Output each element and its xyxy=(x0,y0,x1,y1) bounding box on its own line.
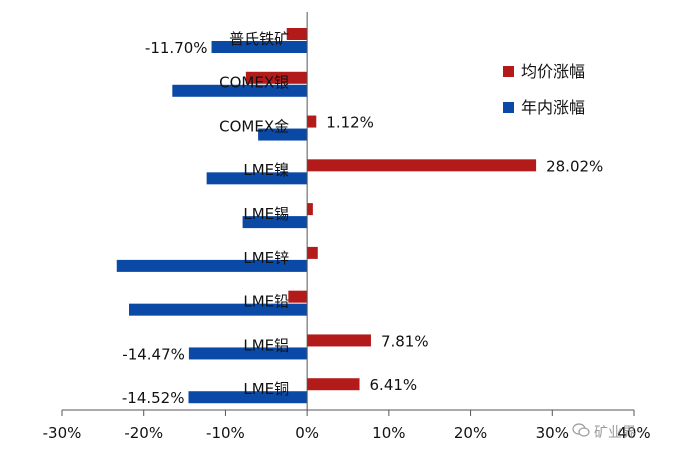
category-label-8: LME铜 xyxy=(243,380,289,398)
bar-ytd-1 xyxy=(172,84,308,97)
x-tick-label-6: 30% xyxy=(536,424,569,442)
bar-avg-6 xyxy=(288,290,308,303)
category-label-7: LME铝 xyxy=(243,336,289,354)
bar-ytd-6 xyxy=(129,303,308,316)
category-label-2: COMEX金 xyxy=(219,117,289,135)
data-label-4: -14.47% xyxy=(122,345,185,363)
bar-avg-7 xyxy=(307,334,371,347)
data-label-6: -14.52% xyxy=(122,389,185,407)
legend-swatch-1 xyxy=(503,102,514,113)
bar-avg-4 xyxy=(307,203,313,216)
data-label-0: -11.70% xyxy=(145,39,208,57)
x-tick-label-1: -20% xyxy=(124,424,163,442)
category-label-3: LME镍 xyxy=(243,161,289,179)
category-label-6: LME铅 xyxy=(243,293,289,311)
legend-label-0: 均价涨幅 xyxy=(521,62,585,81)
bar-avg-0 xyxy=(286,28,308,40)
legend-swatch-0 xyxy=(503,66,514,77)
x-tick-label-0: -30% xyxy=(43,424,82,442)
bar-ytd-8 xyxy=(188,391,308,404)
data-label-5: 6.41% xyxy=(370,376,418,394)
bar-ytd-7 xyxy=(188,347,308,360)
bar-ytd-4 xyxy=(242,216,308,229)
category-label-0: 普氏铁矿 xyxy=(229,30,289,48)
bar-avg-3 xyxy=(307,159,537,172)
x-tick-label-2: -10% xyxy=(206,424,245,442)
bar-ytd-2 xyxy=(258,128,308,141)
bar-avg-5 xyxy=(307,246,318,259)
bar-ytd-0 xyxy=(211,41,308,53)
x-tick-label-7: 40% xyxy=(617,424,650,442)
bar-avg-8 xyxy=(307,378,360,391)
category-label-5: LME锌 xyxy=(243,249,289,267)
legend-label-1: 年内涨幅 xyxy=(521,98,585,117)
x-tick-label-5: 20% xyxy=(454,424,487,442)
x-tick-label-4: 10% xyxy=(372,424,405,442)
wechat-icon xyxy=(572,422,590,442)
bar-avg-2 xyxy=(307,115,317,128)
data-label-2: 28.02% xyxy=(546,157,603,175)
bar-ytd-5 xyxy=(116,259,308,272)
category-label-1: COMEX银 xyxy=(219,74,289,92)
watermark: 矿业界 xyxy=(572,422,636,442)
category-label-4: LME锡 xyxy=(243,205,289,223)
x-tick-label-3: 0% xyxy=(295,424,319,442)
data-label-3: 7.81% xyxy=(381,332,429,350)
watermark-text: 矿业界 xyxy=(594,425,636,441)
bar-ytd-3 xyxy=(206,172,308,185)
data-label-1: 1.12% xyxy=(326,114,374,132)
bar-avg-1 xyxy=(245,71,308,84)
